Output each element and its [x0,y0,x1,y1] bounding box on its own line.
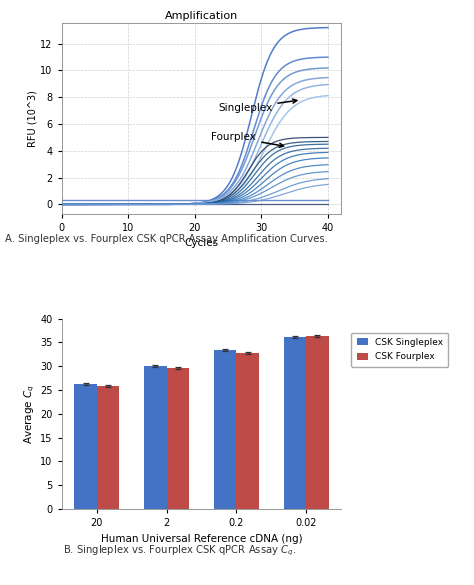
Y-axis label: RFU (10^3): RFU (10^3) [27,90,37,147]
Text: B. Singleplex vs. Fourplex CSK qPCR Assay $C_q$.: B. Singleplex vs. Fourplex CSK qPCR Assa… [64,544,297,559]
Bar [214,350,237,509]
Bar [284,337,306,509]
Bar [144,366,166,509]
Text: Singleplex: Singleplex [218,99,297,113]
Title: Amplification: Amplification [165,11,238,21]
Bar [306,336,328,509]
Legend: CSK Singleplex, CSK Fourplex: CSK Singleplex, CSK Fourplex [351,333,448,367]
Bar [166,368,189,509]
Text: A. Singleplex vs. Fourplex CSK qPCR Assay Amplification Curves.: A. Singleplex vs. Fourplex CSK qPCR Assa… [5,234,328,245]
Bar [237,353,259,509]
X-axis label: Human Universal Reference cDNA (ng): Human Universal Reference cDNA (ng) [100,534,302,543]
Text: Fourplex: Fourplex [211,132,283,147]
Bar [74,384,97,509]
Y-axis label: Average $C_q$: Average $C_q$ [23,384,37,444]
X-axis label: Cycles: Cycles [184,239,219,249]
Bar [97,386,119,509]
